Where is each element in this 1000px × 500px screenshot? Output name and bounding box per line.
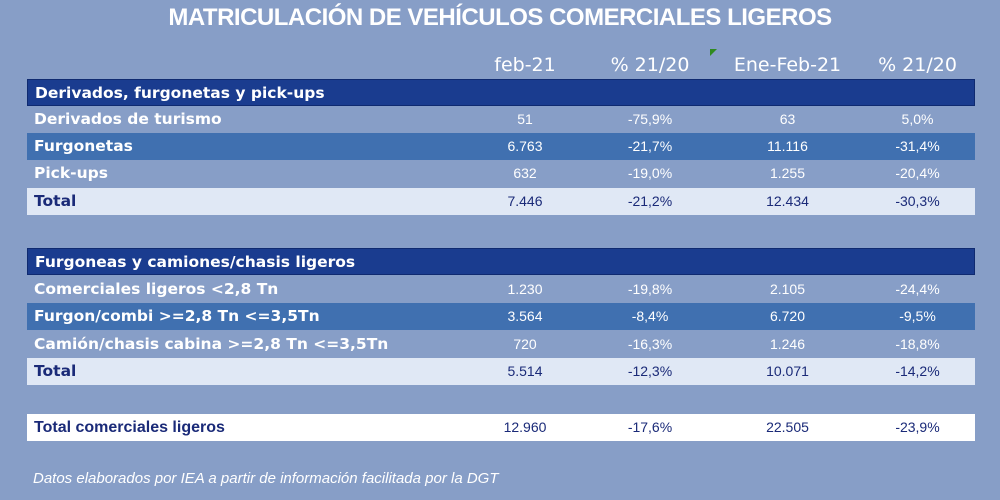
cell-pct-month: -16,3% [627, 336, 673, 352]
source-note: Datos elaborados por IEA a partir de inf… [33, 470, 499, 487]
cell-pct-ytd: -23,9% [895, 419, 940, 435]
row-label: Furgon/combi >=2,8 Tn <=3,5Tn [34, 307, 320, 325]
cell-feb-21: 720 [513, 336, 537, 352]
cell-ene-feb-21: 6.720 [769, 308, 806, 324]
section-title: Furgoneas y camiones/chasis ligeros [35, 253, 356, 271]
cell-feb-21: 1.230 [507, 281, 543, 297]
cell-pct-month: -12,3% [627, 363, 673, 379]
row-label: Derivados de turismo [34, 110, 222, 128]
cell-feb-21: 51 [517, 111, 533, 127]
row-label: Total [34, 192, 77, 210]
cell-pct-month: -17,6% [627, 419, 673, 435]
cell-pct-ytd: -30,3% [895, 193, 940, 209]
cell-pct-ytd: -18,8% [895, 336, 940, 352]
cell-ene-feb-21: 11.116 [767, 138, 808, 154]
cell-pct-ytd: 5,0% [901, 111, 934, 127]
cell-feb-21: 3.564 [507, 308, 543, 324]
cell-feb-21: 5.514 [507, 363, 543, 379]
total-row: Total 7.446 -21,2% 12.434 -30,3% [27, 188, 975, 215]
section-header-derivados: Derivados, furgonetas y pick-ups [27, 79, 975, 106]
comment-marker-icon [710, 49, 717, 56]
cell-ene-feb-21: 12.434 [766, 193, 809, 209]
page-title: MATRICULACIÓN DE VEHÍCULOS COMERCIALES L… [168, 4, 832, 31]
row-label: Total comerciales ligeros [34, 419, 225, 436]
row-label: Furgonetas [34, 137, 133, 155]
cell-feb-21: 7.446 [507, 193, 543, 209]
cell-ene-feb-21: 63 [779, 111, 796, 127]
cell-pct-ytd: -14,2% [895, 363, 940, 379]
cell-ene-feb-21: 2.105 [769, 281, 806, 297]
column-header-feb-21: feb-21 [494, 54, 556, 76]
row-label: Pick-ups [34, 164, 108, 182]
cell-ene-feb-21: 1.255 [769, 165, 806, 181]
cell-pct-month: -21,7% [627, 138, 673, 154]
section-header-furgoneas: Furgoneas y camiones/chasis ligeros [27, 248, 975, 275]
section-title: Derivados, furgonetas y pick-ups [35, 84, 325, 102]
grand-total-row: Total comerciales ligeros 12.960 -17,6% … [27, 414, 975, 441]
total-row: Total 5.514 -12,3% 10.071 -14,2% [27, 358, 975, 385]
cell-pct-ytd: -31,4% [895, 138, 940, 154]
table-row: Camión/chasis cabina >=2,8 Tn <=3,5Tn 72… [27, 331, 975, 358]
table-row: Derivados de turismo 51 -75,9% 63 5,0% [27, 106, 975, 133]
cell-pct-month: -75,9% [627, 111, 673, 127]
column-header-pct-month: % 21/20 [610, 54, 690, 76]
cell-pct-ytd: -20,4% [895, 165, 940, 181]
cell-feb-21: 632 [513, 165, 537, 181]
cell-pct-month: -21,2% [627, 193, 673, 209]
table-row: Furgonetas 6.763 -21,7% 11.116 -31,4% [27, 133, 975, 160]
cell-pct-ytd: -9,5% [899, 308, 936, 324]
cell-ene-feb-21: 22.505 [766, 419, 809, 435]
row-label: Total [34, 362, 77, 380]
cell-pct-month: -19,0% [627, 165, 673, 181]
cell-feb-21: 6.763 [507, 138, 543, 154]
cell-pct-ytd: -24,4% [895, 281, 940, 297]
cell-ene-feb-21: 10.071 [766, 363, 809, 379]
row-label: Camión/chasis cabina >=2,8 Tn <=3,5Tn [34, 335, 389, 353]
cell-feb-21: 12.960 [503, 419, 547, 435]
cell-pct-month: -8,4% [631, 308, 669, 324]
column-header-ene-feb-21: Ene-Feb-21 [733, 54, 842, 76]
table-row: Pick-ups 632 -19,0% 1.255 -20,4% [27, 160, 975, 187]
cell-pct-month: -19,8% [627, 281, 673, 297]
row-label: Comerciales ligeros <2,8 Tn [34, 280, 279, 298]
table-row: Comerciales ligeros <2,8 Tn 1.230 -19,8%… [27, 276, 975, 303]
table-row: Furgon/combi >=2,8 Tn <=3,5Tn 3.564 -8,4… [27, 303, 975, 330]
column-header-pct-ytd: % 21/20 [878, 54, 957, 76]
cell-ene-feb-21: 1.246 [769, 336, 806, 352]
